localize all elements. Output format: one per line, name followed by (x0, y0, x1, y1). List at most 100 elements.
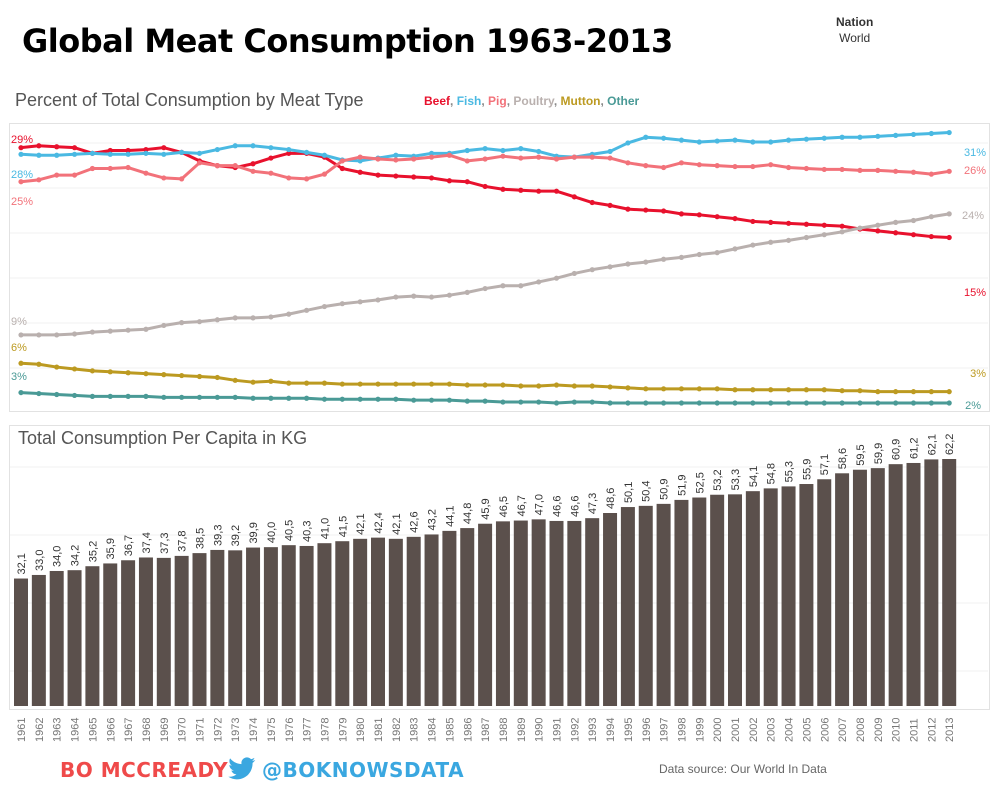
data-point-beef (875, 228, 881, 234)
data-point-beef (375, 172, 381, 178)
data-point-fish (125, 151, 131, 157)
data-point-mutton (196, 373, 203, 380)
data-point-pig (732, 163, 738, 170)
data-point-mutton (161, 372, 167, 378)
data-point-other (678, 400, 685, 406)
x-tick-label: 1992 (569, 718, 581, 742)
x-tick-label: 1980 (355, 718, 367, 742)
bar-value-label: 39,9 (248, 522, 260, 543)
bar-value-label: 40,3 (302, 521, 314, 542)
data-point-other (250, 395, 256, 401)
data-point-fish (357, 158, 363, 164)
data-point-mutton (803, 387, 810, 393)
legend-separator: , (481, 94, 489, 108)
bar-value-label: 55,3 (784, 461, 796, 482)
data-point-other (928, 400, 934, 406)
data-point-pig (250, 168, 256, 174)
x-tick-label: 1991 (552, 718, 564, 742)
data-point-other (607, 400, 613, 406)
nation-filter-value[interactable]: World (839, 31, 871, 45)
data-point-pig (536, 154, 542, 160)
data-point-mutton (857, 388, 863, 394)
data-point-pig (910, 169, 917, 175)
legend-item-beef: Beef (424, 94, 451, 108)
data-point-poultry (785, 237, 792, 243)
data-point-poultry (71, 331, 78, 337)
data-point-pig (625, 160, 631, 166)
data-point-poultry (107, 328, 113, 334)
data-point-beef (589, 199, 595, 206)
twitter-handle[interactable]: @BOKNOWSDATA (262, 758, 465, 782)
data-point-other (18, 389, 24, 396)
bar-value-label: 58,6 (837, 448, 849, 469)
data-point-poultry (714, 250, 720, 256)
x-tick-label: 1972 (212, 718, 224, 742)
data-point-pig (875, 167, 881, 173)
data-point-beef (357, 169, 363, 175)
data-point-pig (143, 170, 149, 176)
x-tick-label: 2009 (873, 718, 885, 742)
data-point-other (125, 393, 131, 399)
bar-value-label: 34,2 (70, 545, 82, 566)
data-point-beef (785, 220, 792, 226)
data-point-poultry (304, 307, 310, 313)
data-point-mutton (750, 387, 756, 393)
x-tick-label: 1997 (659, 718, 671, 742)
legend-item-other: Other (607, 94, 640, 108)
data-point-other (196, 394, 203, 400)
data-point-beef (750, 218, 756, 225)
bar (388, 538, 403, 706)
data-point-mutton (518, 383, 524, 389)
start-label-pig: 25% (11, 196, 33, 208)
data-point-fish (643, 134, 649, 140)
x-tick-label: 1967 (123, 718, 135, 742)
data-point-mutton (571, 383, 577, 389)
legend-item-mutton: Mutton (560, 94, 601, 108)
bar-value-label: 47,3 (587, 493, 599, 514)
data-point-poultry (893, 219, 899, 225)
bar (192, 553, 207, 706)
start-label-mutton: 6% (11, 342, 27, 354)
data-point-beef (286, 150, 292, 156)
data-point-fish (143, 150, 149, 156)
x-tick-label: 1996 (641, 718, 653, 742)
data-point-other (321, 396, 328, 402)
data-point-fish (839, 134, 845, 140)
x-tick-label: 1984 (427, 718, 439, 742)
start-label-poultry: 9% (11, 316, 27, 328)
x-tick-label: 2013 (944, 718, 956, 742)
data-point-mutton (661, 386, 667, 392)
data-point-beef (71, 145, 78, 151)
data-point-pig (196, 160, 203, 166)
nation-filter-label: Nation (836, 15, 874, 29)
bar (210, 549, 225, 706)
data-point-other (643, 400, 649, 406)
data-point-other (464, 398, 470, 404)
data-point-beef (553, 188, 560, 194)
data-point-beef (107, 147, 113, 154)
data-point-mutton (357, 381, 363, 387)
x-tick-label: 2010 (891, 718, 903, 742)
bar (781, 486, 796, 706)
bar-value-label: 46,7 (516, 495, 528, 516)
x-tick-label: 2004 (784, 718, 796, 742)
data-point-other (910, 400, 917, 406)
bar-value-label: 50,1 (623, 482, 635, 503)
x-tick-label: 1990 (534, 718, 546, 742)
data-point-mutton (536, 383, 542, 389)
data-point-mutton (768, 387, 774, 393)
data-point-poultry (161, 322, 167, 329)
data-point-beef (36, 143, 42, 149)
legend-item-pig: Pig (488, 94, 507, 108)
line-panel-title: Percent of Total Consumption by Meat Typ… (15, 90, 364, 110)
data-point-poultry (553, 275, 560, 281)
data-point-pig (125, 164, 131, 171)
bar (549, 520, 564, 706)
data-point-poultry (625, 261, 631, 267)
data-point-other (536, 399, 542, 405)
data-point-mutton (696, 386, 702, 392)
end-label-poultry: 24% (962, 210, 984, 222)
data-point-fish (750, 139, 756, 145)
data-point-fish (696, 139, 702, 145)
nation-filter[interactable]: Nation World (836, 14, 873, 46)
